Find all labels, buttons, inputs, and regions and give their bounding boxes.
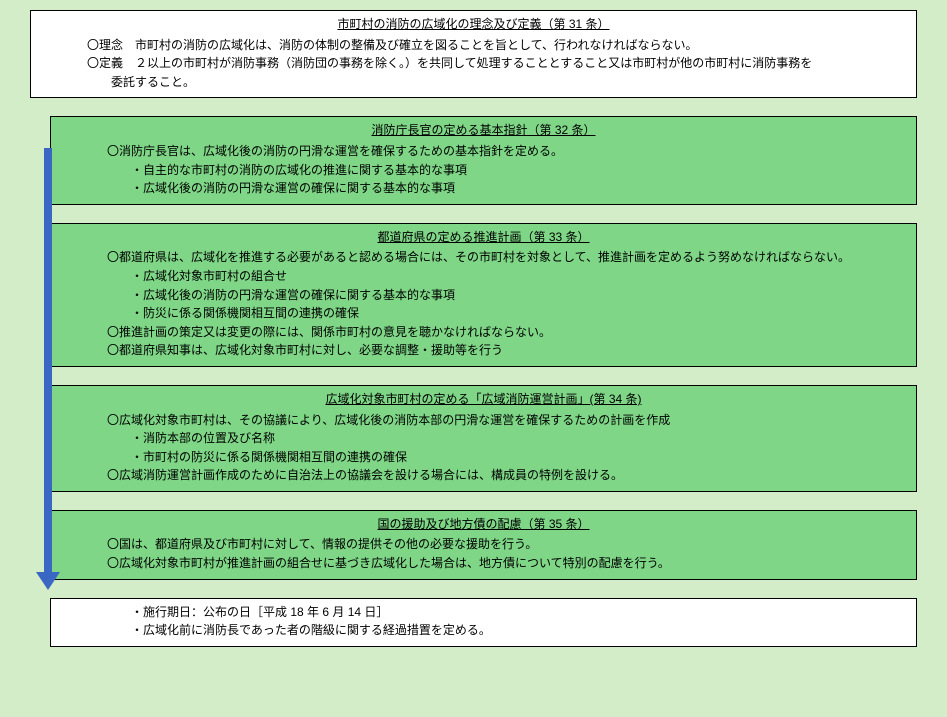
text-line: ・広域化後の消防の円滑な運営の確保に関する基本的な事項 [59, 179, 908, 198]
text-line: 〇推進計画の策定又は変更の際には、関係市町村の意見を聴かなければならない。 [59, 323, 908, 342]
text-line: 〇広域化対象市町村が推進計画の組合せに基づき広域化した場合は、地方債について特別… [59, 554, 908, 573]
text-line: 〇定義 ２以上の市町村が消防事務（消防団の事務を除く。）を共同して処理することと… [39, 54, 908, 73]
text-line: ・広域化対象市町村の組合せ [59, 267, 908, 286]
text-line: 委託すること。 [39, 73, 908, 92]
text-line: 〇消防庁長官は、広域化後の消防の円滑な運営を確保するための基本指針を定める。 [59, 142, 908, 161]
box-title: 広域化対象市町村の定める「広域消防運営計画」(第 34 条) [59, 390, 908, 409]
text-line: ・広域化前に消防長であった者の階級に関する経過措置を定める。 [59, 621, 908, 640]
text-line: 〇都道府県は、広域化を推進する必要があると認める場合には、その市町村を対象として… [59, 248, 908, 267]
box-article-33: 都道府県の定める推進計画（第 33 条） 〇都道府県は、広域化を推進する必要があ… [50, 223, 917, 367]
box-article-31: 市町村の消防の広域化の理念及び定義（第 31 条） 〇理念 市町村の消防の広域化… [30, 10, 917, 98]
box-title: 国の援助及び地方債の配慮（第 35 条） [59, 515, 908, 534]
text-line: ・施行期日：公布の日［平成 18 年 6 月 14 日］ [59, 603, 908, 622]
box-title: 市町村の消防の広域化の理念及び定義（第 31 条） [39, 15, 908, 34]
box-article-34: 広域化対象市町村の定める「広域消防運営計画」(第 34 条) 〇広域化対象市町村… [50, 385, 917, 492]
text-line: 〇理念 市町村の消防の広域化は、消防の体制の整備及び確立を図ることを旨として、行… [39, 36, 908, 55]
text-line: 〇広域化対象市町村は、その協議により、広域化後の消防本部の円滑な運営を確保するた… [59, 411, 908, 430]
text-line: ・自主的な市町村の消防の広域化の推進に関する基本的な事項 [59, 161, 908, 180]
text-line: ・市町村の防災に係る関係機関相互間の連携の確保 [59, 448, 908, 467]
box-enforcement-notes: ・施行期日：公布の日［平成 18 年 6 月 14 日］ ・広域化前に消防長であ… [50, 598, 917, 647]
box-title: 消防庁長官の定める基本指針（第 32 条） [59, 121, 908, 140]
box-article-35: 国の援助及び地方債の配慮（第 35 条） 〇国は、都道府県及び市町村に対して、情… [50, 510, 917, 580]
text-line: 〇国は、都道府県及び市町村に対して、情報の提供その他の必要な援助を行う。 [59, 535, 908, 554]
text-line: ・広域化後の消防の円滑な運営の確保に関する基本的な事項 [59, 286, 908, 305]
text-line: ・消防本部の位置及び名称 [59, 429, 908, 448]
text-line: ・防災に係る関係機関相互間の連携の確保 [59, 304, 908, 323]
box-title: 都道府県の定める推進計画（第 33 条） [59, 228, 908, 247]
box-article-32: 消防庁長官の定める基本指針（第 32 条） 〇消防庁長官は、広域化後の消防の円滑… [50, 116, 917, 204]
text-line: 〇都道府県知事は、広域化対象市町村に対し、必要な調整・援助等を行う [59, 341, 908, 360]
text-line: 〇広域消防運営計画作成のために自治法上の協議会を設ける場合には、構成員の特例を設… [59, 466, 908, 485]
